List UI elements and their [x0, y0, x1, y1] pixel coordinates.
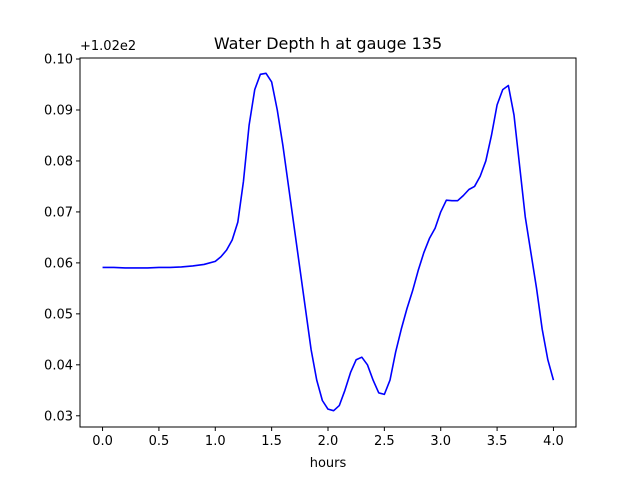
x-tick-label: 2.0 [318, 434, 339, 449]
y-tick-label: 0.04 [44, 358, 73, 373]
y-tick-label: 0.07 [44, 205, 73, 220]
x-tick-label: 3.5 [487, 434, 508, 449]
x-tick-label: 1.0 [205, 434, 226, 449]
x-axis-label: hours [310, 456, 347, 471]
x-tick-label: 0.0 [92, 434, 113, 449]
x-tick-label: 3.0 [430, 434, 451, 449]
y-tick-label: 0.06 [44, 256, 73, 271]
chart-title: Water Depth h at gauge 135 [214, 34, 442, 53]
y-tick-label: 0.09 [44, 103, 73, 118]
x-tick-label: 2.5 [374, 434, 395, 449]
y-tick-label: 0.03 [44, 409, 73, 424]
y-axis-offset-label: +1.02e2 [80, 39, 136, 54]
series-line [102, 72, 555, 412]
y-axis: 0.03 0.04 0.05 0.06 0.07 0.08 0.09 0.10 [44, 53, 80, 424]
y-tick-label: 0.05 [44, 307, 73, 322]
y-tick-label: 0.10 [44, 53, 73, 68]
x-tick-label: 1.5 [261, 434, 282, 449]
x-axis: 0.0 0.5 1.0 1.5 2.0 2.5 3.0 3.5 4.0 [92, 427, 564, 449]
y-tick-label: 0.08 [44, 154, 73, 169]
x-tick-label: 4.0 [543, 434, 564, 449]
x-tick-label: 0.5 [149, 434, 170, 449]
